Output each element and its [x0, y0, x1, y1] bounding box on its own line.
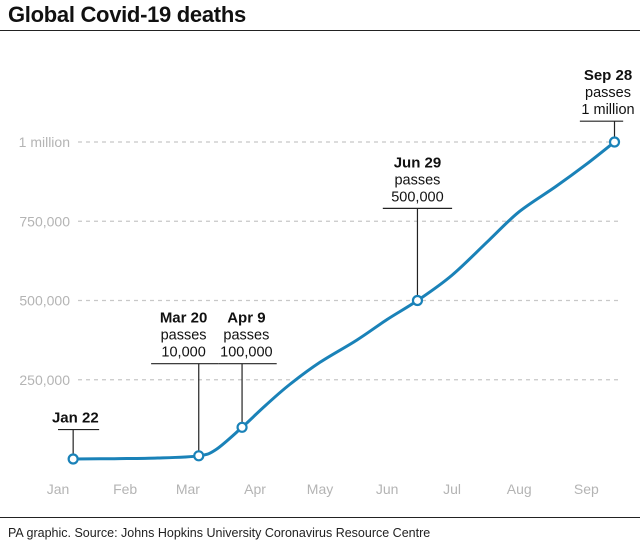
y-tick-label: 500,000 [19, 293, 70, 309]
data-point-marker [236, 421, 248, 433]
x-tick-label: Feb [113, 481, 137, 497]
annotation-label: 500,000 [391, 189, 443, 205]
annotation-label: Apr 9 [227, 310, 265, 327]
data-point-marker [608, 136, 621, 148]
annotation-label: 10,000 [161, 345, 205, 361]
annotation-label: passes [161, 328, 207, 344]
annotation-label: 1 million [581, 102, 634, 118]
annotation-label: passes [394, 172, 440, 188]
x-tick-label: Jun [376, 481, 399, 497]
y-tick-label: 750,000 [19, 213, 70, 229]
annotation-label: Sep 28 [584, 67, 632, 84]
y-tick-label: 250,000 [19, 372, 70, 388]
line-chart: 250,000 500,000 750,000 1 million Jan Feb Mar A… [19, 67, 635, 497]
annotation-label: Mar 20 [160, 310, 208, 327]
x-tick-label: Mar [176, 481, 200, 497]
x-tick-label: Jan [47, 481, 70, 497]
annotation-label: passes [585, 85, 631, 101]
x-tick-label: Aug [507, 481, 532, 497]
x-tick-label: Jul [443, 481, 461, 497]
source-note: PA graphic. Source: Johns Hopkins Univer… [8, 526, 431, 540]
chart-title: Global Covid-19 deaths [8, 2, 246, 27]
x-tick-label: Apr [244, 481, 266, 497]
data-point-marker [193, 450, 205, 462]
annotation-label: Jan 22 [52, 410, 99, 427]
x-tick-label: May [307, 481, 333, 497]
y-tick-label: 1 million [19, 134, 70, 150]
annotation-label: 100,000 [220, 345, 272, 361]
annotation-label: Jun 29 [394, 154, 442, 171]
top-rule [0, 30, 640, 31]
x-tick-label: Sep [574, 481, 599, 497]
data-point-marker [67, 453, 79, 465]
bottom-rule [0, 517, 640, 518]
annotation-label: passes [223, 328, 269, 344]
data-point-marker [411, 294, 424, 307]
